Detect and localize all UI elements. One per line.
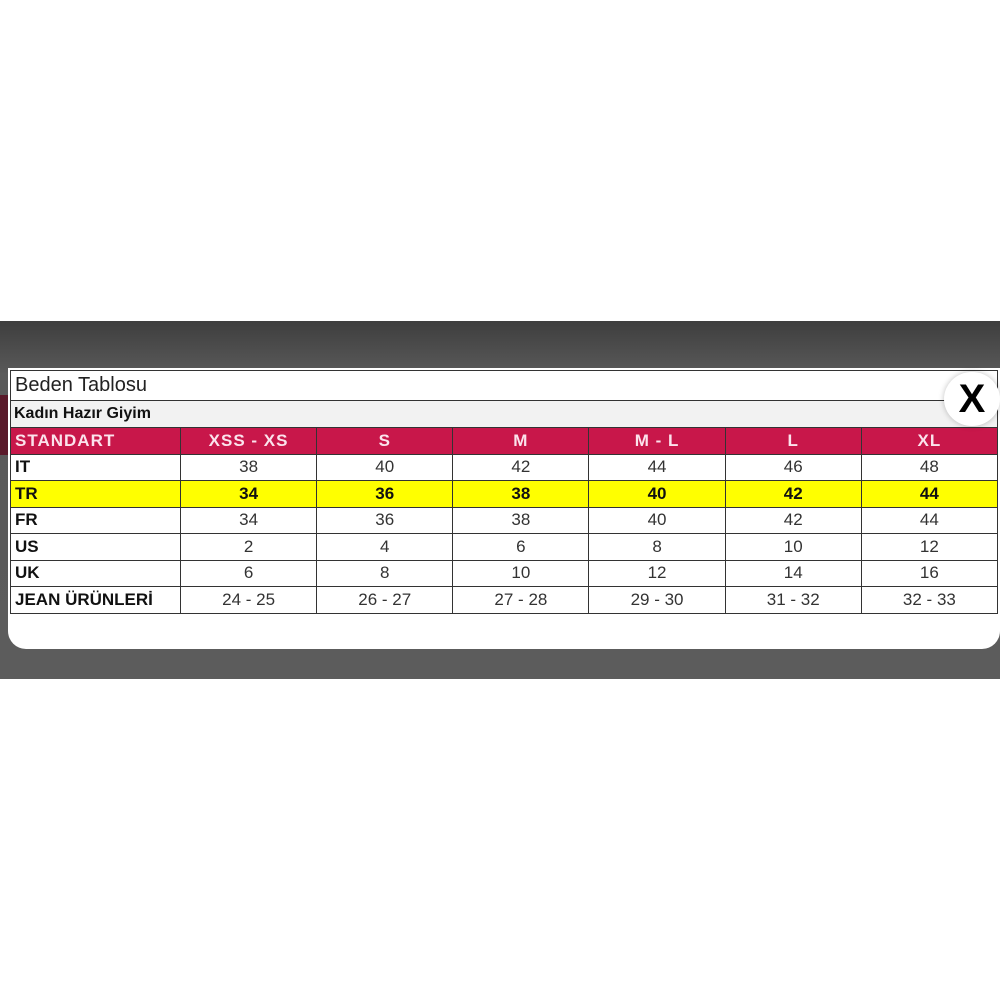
row-label: US bbox=[10, 533, 181, 561]
table-cell: 10 bbox=[452, 559, 590, 587]
table-cell: 38 bbox=[179, 453, 318, 481]
table-cell: 8 bbox=[316, 559, 454, 587]
table-row: UK 6 8 10 12 14 16 bbox=[10, 559, 999, 587]
table-cell: 48 bbox=[860, 453, 999, 481]
table-cell: 26 - 27 bbox=[316, 586, 454, 614]
table-cell: 27 - 28 bbox=[452, 586, 590, 614]
row-label: IT bbox=[10, 453, 181, 481]
column-header: STANDART bbox=[10, 427, 181, 455]
close-button[interactable]: X bbox=[944, 372, 1000, 426]
table-cell: 40 bbox=[316, 453, 454, 481]
table-cell: 6 bbox=[452, 533, 590, 561]
table-cell: 2 bbox=[179, 533, 318, 561]
column-header: XL bbox=[860, 427, 999, 455]
table-cell: 8 bbox=[588, 533, 726, 561]
column-header: S bbox=[316, 427, 454, 455]
table-cell: 42 bbox=[724, 480, 862, 508]
table-row: TR 34 36 38 40 42 44 bbox=[10, 480, 999, 508]
table-cell: 44 bbox=[860, 480, 999, 508]
size-chart-modal: Beden Tablosu Kadın Hazır Giyim STANDART… bbox=[8, 368, 1000, 649]
table-cell: 4 bbox=[316, 533, 454, 561]
table-title: Beden Tablosu bbox=[10, 370, 998, 401]
table-cell: 44 bbox=[860, 506, 999, 534]
table-cell: 40 bbox=[588, 506, 726, 534]
table-row: IT 38 40 42 44 46 48 bbox=[10, 453, 999, 481]
column-header: M bbox=[452, 427, 590, 455]
background-page-fragment bbox=[0, 395, 9, 455]
column-header: XSS - XS bbox=[179, 427, 318, 455]
table-row: JEAN ÜRÜNLERİ 24 - 25 26 - 27 27 - 28 29 - 3… bbox=[10, 586, 999, 614]
table-cell: 34 bbox=[179, 480, 318, 508]
row-label: JEAN ÜRÜNLERİ bbox=[10, 586, 181, 614]
table-cell: 42 bbox=[452, 453, 590, 481]
table-row: US 2 4 6 8 10 12 bbox=[10, 533, 999, 561]
size-table: Beden Tablosu Kadın Hazır Giyim STANDART… bbox=[10, 370, 999, 614]
table-cell: 16 bbox=[860, 559, 999, 587]
table-cell: 6 bbox=[179, 559, 318, 587]
row-label: FR bbox=[10, 506, 181, 534]
table-cell: 29 - 30 bbox=[588, 586, 726, 614]
table-cell: 10 bbox=[724, 533, 862, 561]
table-cell: 34 bbox=[179, 506, 318, 534]
table-row: FR 34 36 38 40 42 44 bbox=[10, 506, 999, 534]
table-cell: 12 bbox=[588, 559, 726, 587]
table-cell: 40 bbox=[588, 480, 726, 508]
column-header: M - L bbox=[588, 427, 726, 455]
table-cell: 36 bbox=[316, 480, 454, 508]
column-header: L bbox=[724, 427, 862, 455]
table-cell: 31 - 32 bbox=[724, 586, 862, 614]
table-cell: 44 bbox=[588, 453, 726, 481]
table-cell: 24 - 25 bbox=[179, 586, 318, 614]
row-label: TR bbox=[10, 480, 181, 508]
table-cell: 42 bbox=[724, 506, 862, 534]
table-cell: 38 bbox=[452, 506, 590, 534]
header-row: STANDART XSS - XS S M M - L L XL bbox=[10, 427, 999, 455]
row-label: UK bbox=[10, 559, 181, 587]
table-cell: 32 - 33 bbox=[860, 586, 999, 614]
table-cell: 12 bbox=[860, 533, 999, 561]
table-cell: 36 bbox=[316, 506, 454, 534]
table-cell: 46 bbox=[724, 453, 862, 481]
table-subtitle: Kadın Hazır Giyim bbox=[10, 400, 998, 428]
table-cell: 14 bbox=[724, 559, 862, 587]
close-icon: X bbox=[958, 376, 986, 421]
table-cell: 38 bbox=[452, 480, 590, 508]
